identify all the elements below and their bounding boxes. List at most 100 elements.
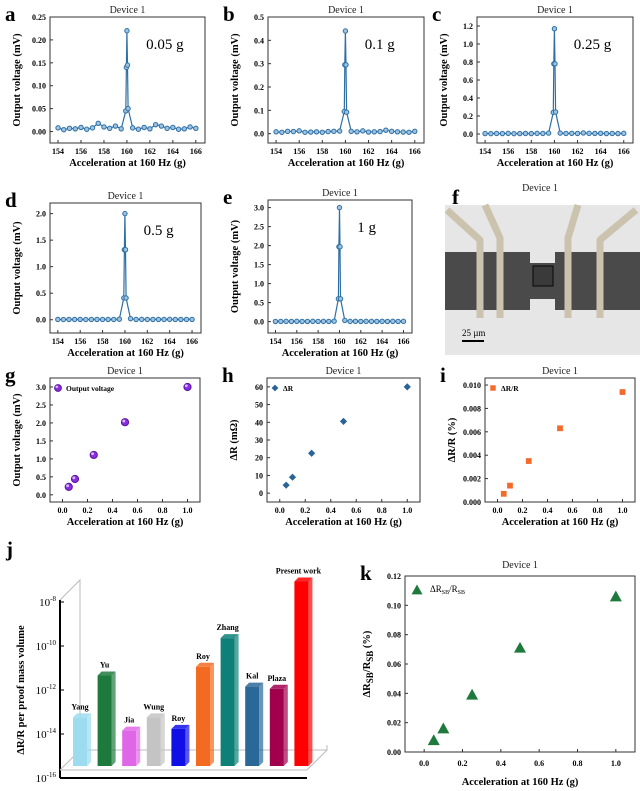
- panel-title: Device 1: [537, 5, 573, 16]
- x-tick-label: 0.4: [543, 506, 553, 515]
- data-point: [302, 129, 308, 135]
- bar-present-work: Present work: [276, 567, 322, 766]
- panel-label-k: k: [360, 561, 372, 585]
- data-point: [337, 296, 344, 302]
- data-point: [360, 128, 366, 134]
- panel-label-f: f: [452, 185, 460, 209]
- data-point: [181, 126, 188, 132]
- bar-front: [294, 581, 309, 766]
- data-point: [122, 246, 129, 253]
- bar-top: [97, 671, 116, 676]
- data-point: [152, 121, 159, 128]
- plot-frame: [267, 199, 413, 334]
- data-point: [552, 61, 558, 67]
- data-point: [337, 244, 343, 250]
- data-point: [597, 130, 604, 136]
- data-point: [517, 130, 523, 137]
- data-point: [112, 123, 119, 129]
- x-tick-label: 166: [397, 337, 409, 346]
- y-axis-label: ΔR/R (%): [447, 417, 458, 462]
- data-point: [619, 389, 626, 395]
- bar-label: Present work: [276, 567, 322, 576]
- data-point: [283, 318, 289, 325]
- data-point: [166, 316, 173, 323]
- bar-front: [171, 728, 186, 766]
- data-point: [66, 316, 72, 323]
- y-tick-label: 1.0: [36, 455, 46, 464]
- y-tick-label: 0.02: [387, 719, 401, 728]
- data-point: [105, 316, 111, 323]
- data-point: [124, 62, 131, 68]
- plot-frame: [267, 16, 425, 144]
- x-tick-label: 166: [186, 337, 198, 346]
- panel-label-g: g: [5, 363, 16, 387]
- y-tick-label: 60: [255, 383, 263, 392]
- x-tick-label: 0.2: [518, 506, 528, 515]
- data-point: [615, 130, 621, 137]
- data-point: [127, 315, 134, 322]
- bar-side: [234, 634, 239, 766]
- y-tick-label: 50: [255, 401, 263, 410]
- data-point: [193, 125, 199, 132]
- y-tick-label: 0.10: [32, 82, 46, 91]
- data-point: [390, 318, 396, 325]
- peak-annotation: 0.1 g: [365, 37, 396, 53]
- data-point: [64, 482, 73, 492]
- x-tick-label: 156: [502, 147, 514, 156]
- x-tick-label: 162: [363, 147, 375, 156]
- data-point: [342, 28, 349, 34]
- panel-label-a: a: [5, 2, 16, 26]
- bar-front: [245, 686, 260, 766]
- panel-c: c Device 1 0.0 0.2 0.4 0.6 0.8 1.0 1.2 154 156 158 1…: [432, 2, 634, 169]
- data-point: [363, 318, 369, 325]
- data-point: [164, 125, 170, 132]
- y-tick-label: 0.25: [32, 13, 46, 22]
- data-point: [308, 129, 314, 135]
- bar-label: Plaza: [267, 674, 286, 683]
- data-point: [403, 383, 411, 391]
- x-tick-label: 160: [121, 147, 133, 156]
- data-point: [55, 316, 61, 323]
- data-point: [272, 318, 279, 325]
- data-point: [343, 62, 349, 68]
- plot-frame: [484, 377, 636, 503]
- x-tick-label: 0.8: [377, 506, 387, 515]
- data-point: [155, 316, 162, 323]
- x-tick-label: 1.0: [183, 506, 193, 515]
- y-tick-label: 0.2: [463, 112, 473, 121]
- y-axis-label-k: ΔRSB/RSB (%): [362, 630, 375, 697]
- data-point: [371, 129, 378, 135]
- panel-label-h: h: [222, 363, 234, 387]
- plot-frame: [49, 202, 202, 334]
- panel-e: e Device 1 0.0 0.5 1.0 1.5 2.0 2.5 3.0 154 156 158 1…: [223, 185, 413, 359]
- data-point: [621, 130, 627, 137]
- x-tick-label: 0.4: [326, 506, 336, 515]
- x-tick-label: 0.4: [496, 759, 506, 768]
- panel-title: Device 1: [502, 560, 538, 571]
- data-point: [522, 130, 529, 137]
- data-point: [374, 318, 380, 325]
- panel-a: a Device 1 0.00 0.05 0.10 0.15 0.20 0.25 154 156 1…: [5, 2, 206, 169]
- data-point: [144, 316, 151, 323]
- data-point: [545, 130, 552, 136]
- data-point: [70, 474, 80, 484]
- data-point: [569, 130, 575, 136]
- y-tick-label: 10-10: [36, 639, 57, 653]
- panel-title: Device 1: [107, 366, 143, 377]
- data-point: [379, 318, 385, 325]
- bar-front: [269, 688, 284, 766]
- panel-label-i: i: [440, 363, 446, 387]
- data-point: [574, 130, 581, 137]
- data-point: [158, 123, 165, 129]
- y-tick-label: 0.010: [463, 381, 481, 390]
- bar-label: Zhang: [216, 623, 238, 632]
- x-axis-label: Acceleration at 160 Hz (g): [67, 348, 184, 359]
- sem-image: [444, 203, 640, 355]
- y-tick-label: 0.004: [463, 451, 481, 460]
- data-point: [325, 128, 331, 135]
- data-point: [78, 124, 84, 131]
- data-point: [580, 130, 587, 136]
- y-tick-label: 0.0: [36, 491, 46, 500]
- y-tick-label: 0.4: [254, 36, 264, 45]
- x-tick-label: 0.4: [108, 506, 118, 515]
